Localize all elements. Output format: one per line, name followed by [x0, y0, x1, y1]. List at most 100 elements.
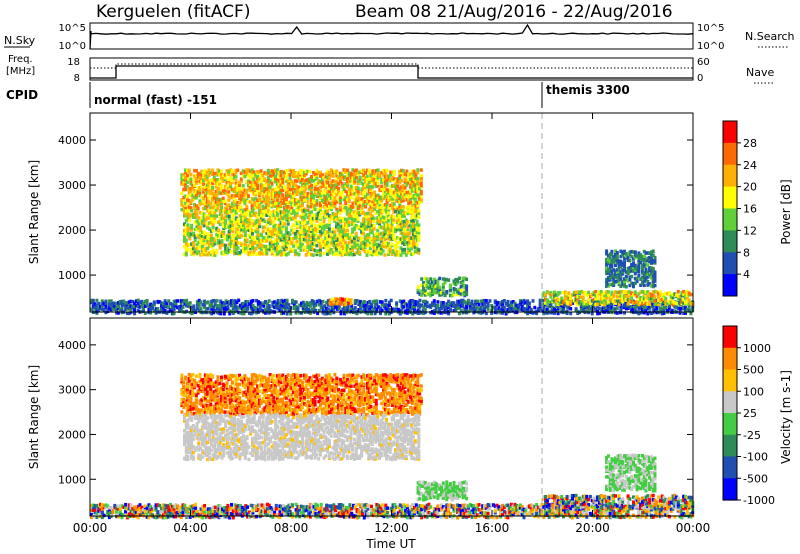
- heatmap-cell: [254, 180, 258, 185]
- heatmap-cell: [238, 183, 242, 187]
- heatmap-cell: [247, 174, 250, 179]
- heatmap-cell: [212, 175, 216, 180]
- heatmap-cell: [417, 223, 421, 227]
- heatmap-cell: [211, 225, 215, 230]
- heatmap-cell: [188, 219, 192, 223]
- heatmap-cell: [188, 242, 192, 247]
- heatmap-cell: [239, 171, 243, 176]
- heatmap-cell: [222, 243, 226, 247]
- heatmap-cell: [252, 180, 256, 184]
- heatmap-cell: [396, 184, 400, 189]
- heatmap-cell: [624, 251, 628, 256]
- heatmap-cell: [410, 169, 414, 173]
- heatmap-cell: [266, 199, 270, 204]
- heatmap-cell: [319, 189, 322, 194]
- heatmap-cell: [587, 290, 591, 295]
- heatmap-cell: [385, 195, 389, 199]
- heatmap-cell: [362, 193, 366, 198]
- heatmap-cell: [265, 203, 268, 207]
- heatmap-cell: [409, 189, 413, 193]
- heatmap-cell: [200, 244, 204, 248]
- heatmap-cell: [190, 232, 194, 237]
- heatmap-cell: [270, 192, 274, 196]
- heatmap-cell: [261, 197, 265, 201]
- heatmap-cell: [193, 191, 197, 195]
- heatmap-cell: [364, 195, 367, 199]
- heatmap-cell: [292, 223, 296, 227]
- heatmap-cell: [227, 210, 231, 214]
- heatmap-cell: [356, 170, 360, 175]
- heatmap-cell: [403, 189, 407, 194]
- heatmap-cell: [207, 173, 211, 178]
- heatmap-cell: [372, 219, 376, 224]
- heatmap-cell: [259, 187, 263, 192]
- heatmap-cell: [376, 171, 380, 175]
- heatmap-cell: [371, 199, 375, 204]
- heatmap-cell: [184, 201, 188, 206]
- heatmap-cell: [247, 200, 250, 204]
- heatmap-cell: [284, 179, 288, 183]
- heatmap-cell: [345, 232, 349, 237]
- heatmap-cell: [380, 205, 384, 210]
- heatmap-cell: [389, 203, 393, 208]
- heatmap-cell: [199, 233, 203, 237]
- heatmap-cell: [239, 194, 243, 198]
- heatmap-cell: [256, 175, 260, 179]
- heatmap-cell: [358, 178, 362, 183]
- heatmap-cell: [203, 169, 207, 173]
- heatmap-cell: [265, 191, 268, 196]
- heatmap-cell: [261, 199, 265, 203]
- heatmap-cell: [206, 246, 210, 251]
- heatmap-cell: [195, 224, 199, 228]
- heatmap-cell: [239, 190, 243, 194]
- heatmap-cell: [315, 194, 319, 198]
- heatmap-cell: [308, 201, 312, 206]
- heatmap-cell: [268, 210, 272, 214]
- heatmap-cell: [180, 201, 184, 205]
- heatmap-cell: [230, 201, 234, 206]
- heatmap-cell: [197, 234, 201, 239]
- heatmap-cell: [420, 277, 424, 281]
- heatmap-cell: [347, 193, 351, 197]
- heatmap-cell: [182, 187, 186, 192]
- heatmap-cell: [263, 171, 267, 175]
- heatmap-cell: [664, 296, 668, 301]
- heatmap-cell: [407, 180, 411, 185]
- heatmap-cell: [211, 187, 215, 192]
- heatmap-cell: [234, 202, 238, 206]
- heatmap-cell: [187, 170, 191, 174]
- heatmap-cell: [239, 207, 243, 212]
- heatmap-cell: [281, 185, 285, 189]
- heatmap-cell: [308, 169, 312, 174]
- heatmap-cell: [194, 169, 198, 173]
- heatmap-cell: [211, 228, 215, 233]
- heatmap-cell: [223, 184, 227, 189]
- heatmap-cell: [544, 293, 547, 297]
- heatmap-cell: [209, 229, 213, 233]
- heatmap-cell: [283, 199, 286, 204]
- heatmap-cell: [319, 207, 322, 212]
- heatmap-cell: [234, 186, 238, 190]
- heatmap-cell: [265, 195, 268, 199]
- heatmap-cell: [238, 187, 242, 191]
- heatmap-cell: [224, 219, 228, 223]
- heatmap-cell: [104, 299, 108, 304]
- heatmap-cell: [331, 196, 335, 200]
- heatmap-cell: [332, 310, 336, 315]
- heatmap-cell: [306, 169, 310, 174]
- heatmap-cell: [381, 249, 385, 253]
- heatmap-cell: [198, 199, 202, 203]
- heatmap-cell: [383, 174, 387, 179]
- heatmap-cell: [243, 197, 247, 202]
- heatmap-cell: [216, 206, 220, 211]
- heatmap-cell: [349, 171, 353, 176]
- heatmap-cell: [299, 195, 303, 199]
- heatmap-cell: [385, 198, 389, 203]
- heatmap-cell: [261, 187, 265, 191]
- nsearch-tick-bottom: 10^0: [697, 41, 724, 52]
- heatmap-cell: [243, 174, 247, 179]
- heatmap-cell: [288, 187, 292, 192]
- heatmap-cell: [256, 186, 260, 190]
- heatmap-cell: [212, 192, 216, 197]
- heatmap-cell: [198, 179, 202, 184]
